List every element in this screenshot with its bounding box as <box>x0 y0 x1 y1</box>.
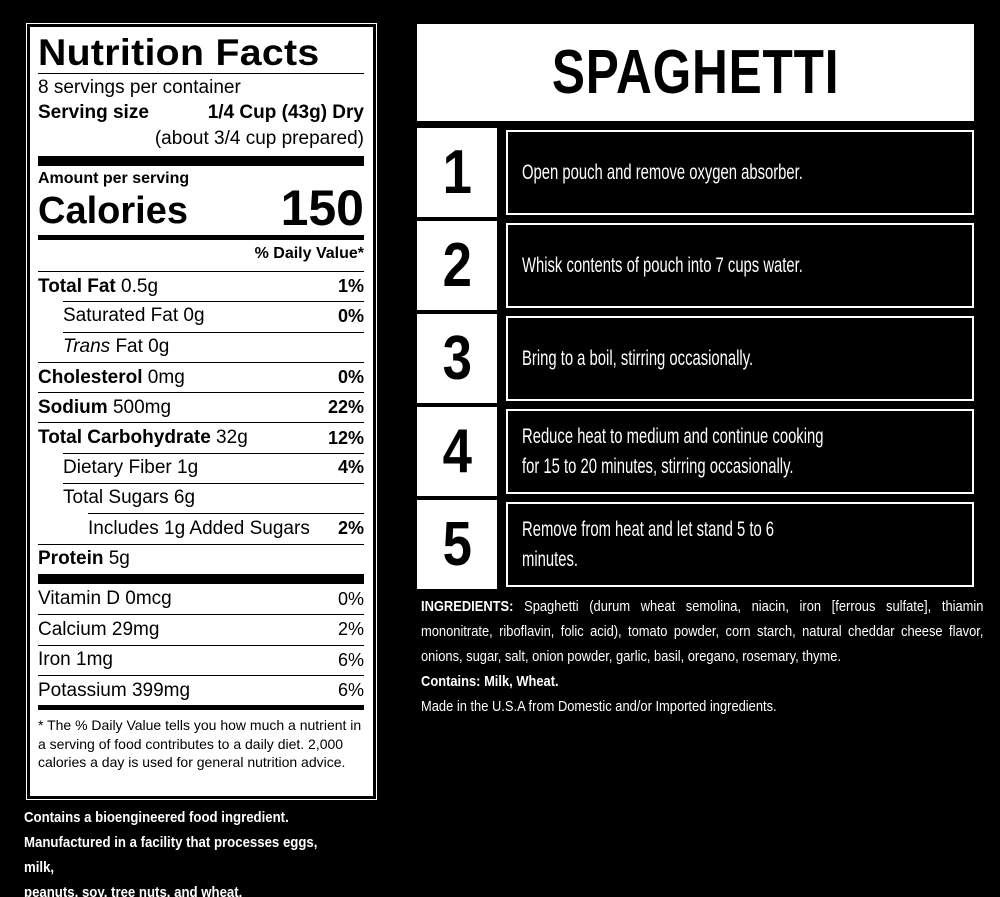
serving-size-value: 1/4 Cup (43g) Dry <box>207 102 364 123</box>
step-number: 1 <box>417 128 497 217</box>
nutrient-row-total-fat: Total Fat 0.5g 1% <box>38 271 364 301</box>
step-2: 2 Whisk contents of pouch into 7 cups wa… <box>417 221 974 310</box>
daily-value-footnote: * The % Daily Value tells you how much a… <box>38 717 362 771</box>
step-instruction: Remove from heat and let stand 5 to 6 min… <box>506 502 974 587</box>
made-in-note: Made in the U.S.A from Domestic and/or I… <box>421 698 777 715</box>
nutrient-row-trans-fat: Trans Fat 0g <box>38 331 364 362</box>
step-3: 3 Bring to a boil, stirring occasionally… <box>417 314 974 403</box>
prepared-amount: (about 3/4 cup prepared) <box>154 128 364 149</box>
ingredients-text: Spaghetti (durum wheat semolina, niacin,… <box>421 598 984 665</box>
step-1: 1 Open pouch and remove oxygen absorber. <box>417 128 974 217</box>
nutrient-row-sodium: Sodium 500mg 22% <box>38 392 364 422</box>
facility-note-line2: peanuts, soy, tree nuts, and wheat. <box>24 884 243 897</box>
nutrient-row-cholesterol: Cholesterol 0mg 0% <box>38 361 364 392</box>
step-number: 4 <box>417 407 497 496</box>
ingredients-block: INGREDIENTS: Spaghetti (durum wheat semo… <box>421 594 983 719</box>
calories-row: Calories 150 <box>38 180 364 236</box>
step-instruction: Bring to a boil, stirring occasionally. <box>506 316 974 401</box>
recipe-title-box: SPAGHETTI <box>417 24 974 121</box>
vitamin-row-iron: Iron 1mg 6% <box>38 644 364 675</box>
step-instruction: Reduce heat to medium and continue cooki… <box>506 409 974 494</box>
step-4: 4 Reduce heat to medium and continue coo… <box>417 407 974 496</box>
recipe-title: SPAGHETTI <box>551 38 840 107</box>
step-number: 2 <box>417 221 497 310</box>
servings-per-container: 8 servings per container <box>38 77 241 98</box>
calories-label: Calories <box>38 190 188 232</box>
serving-size-row: Serving size 1/4 Cup (43g) Dry <box>38 100 364 126</box>
nutrient-row-dietary-fiber: Dietary Fiber 1g 4% <box>38 452 364 483</box>
facility-note-line1: Manufactured in a facility that processe… <box>24 834 318 876</box>
vitamin-row-vitamin-d: Vitamin D 0mcg 0% <box>38 588 364 610</box>
nutrient-row-total-sugars: Total Sugars 6g <box>38 483 364 513</box>
nutrient-row-protein: Protein 5g <box>38 543 364 574</box>
vitamin-row-potassium: Potassium 399mg 6% <box>38 674 364 705</box>
step-number: 5 <box>417 500 497 589</box>
daily-value-header: % Daily Value* <box>254 245 364 262</box>
serving-size-label: Serving size <box>38 102 149 123</box>
step-instruction: Open pouch and remove oxygen absorber. <box>506 130 974 215</box>
nutrition-facts-label: Nutrition Facts 8 servings per container… <box>26 23 377 800</box>
amount-per-serving: Amount per serving <box>38 170 190 187</box>
step-instruction: Whisk contents of pouch into 7 cups wate… <box>506 223 974 308</box>
nutrient-row-added-sugars: Includes 1g Added Sugars 2% <box>38 513 364 543</box>
contains-allergens: Contains: Milk, Wheat. <box>421 673 559 690</box>
ingredients-list: INGREDIENTS: Spaghetti (durum wheat semo… <box>421 594 983 669</box>
nutrition-facts-title: Nutrition Facts <box>38 32 320 73</box>
vitamin-row-calcium: Calcium 29mg 2% <box>38 614 364 644</box>
ingredients-label: INGREDIENTS: <box>421 598 514 615</box>
calories-value: 150 <box>280 180 364 236</box>
nutrient-row-total-carbohydrate: Total Carbohydrate 32g 12% <box>38 422 364 452</box>
nutrient-row-saturated-fat: Saturated Fat 0g 0% <box>38 301 364 331</box>
step-number: 3 <box>417 314 497 403</box>
allergen-notes: Contains a bioengineered food ingredient… <box>24 805 341 897</box>
bioengineered-note: Contains a bioengineered food ingredient… <box>24 809 289 826</box>
